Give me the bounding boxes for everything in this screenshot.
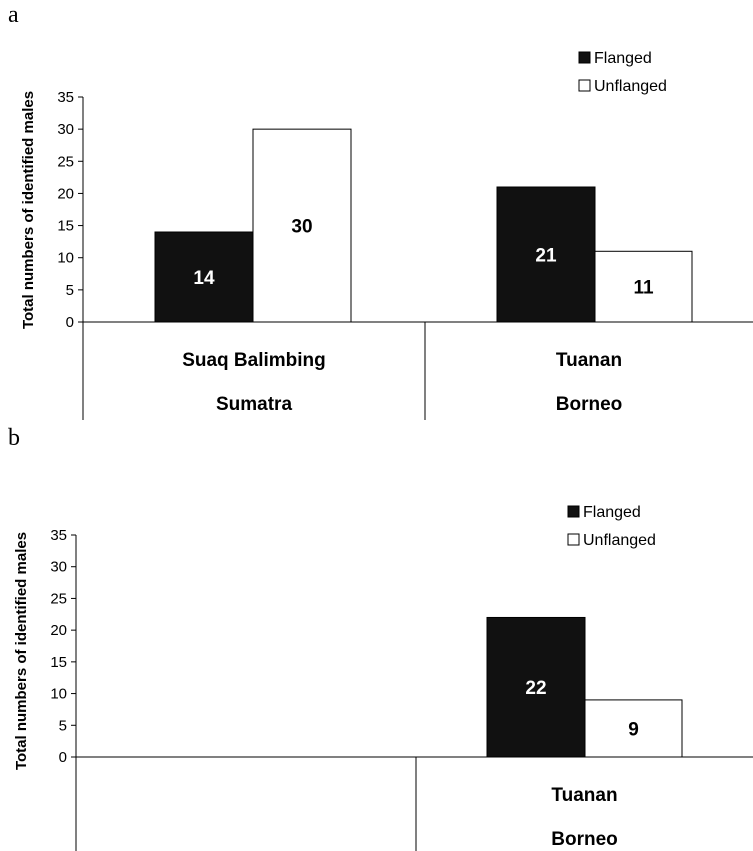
- bar-unflanged: [594, 250, 693, 323]
- y-tick-label: 30: [50, 559, 67, 576]
- panel-letter: a: [8, 2, 19, 28]
- y-tick-label: 10: [50, 686, 67, 703]
- y-tick-label: 5: [66, 282, 74, 299]
- legend-swatch-flanged: [567, 505, 580, 518]
- y-axis-title: Total numbers of identified males: [13, 532, 30, 770]
- bar-unflanged: [584, 699, 683, 758]
- y-tick-label: 25: [50, 590, 67, 607]
- y-tick-label: 5: [59, 717, 67, 734]
- legend-label: Flanged: [583, 504, 641, 521]
- legend-label: Unflanged: [583, 532, 656, 549]
- category-island-label: Borneo: [551, 829, 618, 850]
- y-tick-label: 30: [57, 121, 74, 138]
- bar-value-label: 30: [291, 217, 312, 238]
- legend-label: Flanged: [594, 50, 652, 67]
- y-tick-label: 0: [66, 314, 74, 331]
- bar-value-label: 22: [525, 678, 546, 699]
- bar-value-label: 11: [633, 278, 654, 299]
- category-site-label: Suaq Balimbing: [182, 350, 326, 371]
- category-site-label: Tuanan: [556, 350, 622, 371]
- bar-flanged: [486, 616, 586, 758]
- y-axis-title: Total numbers of identified males: [20, 91, 37, 329]
- y-tick-label: 10: [57, 250, 74, 267]
- y-tick-label: 15: [50, 654, 67, 671]
- bar-unflanged: [252, 128, 352, 323]
- y-tick-label: 35: [57, 89, 74, 106]
- legend-swatch-unflanged: [578, 79, 591, 92]
- chart-panel-a: a 0 5 10 15 20 25 30 35 Total numbers of identifi…: [8, 2, 753, 420]
- y-tick-label: 35: [50, 527, 67, 544]
- category-site-label: Tuanan: [551, 785, 617, 806]
- legend-label: Unflanged: [594, 78, 667, 95]
- panel-letter: b: [8, 425, 20, 451]
- y-tick-label: 25: [57, 153, 74, 170]
- bar-value-label: 9: [628, 719, 639, 740]
- bar-value-label: 21: [535, 246, 557, 267]
- y-tick-label: 0: [59, 749, 67, 766]
- y-tick-label: 15: [57, 218, 74, 235]
- y-tick-label: 20: [57, 185, 74, 202]
- category-island-label: Sumatra: [216, 394, 292, 415]
- y-tick-label: 20: [50, 622, 67, 639]
- bar-flanged: [496, 186, 596, 323]
- chart-panel-b: b 0 5 10 15 20 25 30 35 Total numbers of identifi…: [8, 425, 753, 851]
- legend-swatch-flanged: [578, 51, 591, 64]
- category-island-label: Borneo: [556, 394, 623, 415]
- bar-flanged: [154, 231, 254, 323]
- legend-swatch-unflanged: [567, 533, 580, 546]
- bar-value-label: 14: [193, 268, 215, 289]
